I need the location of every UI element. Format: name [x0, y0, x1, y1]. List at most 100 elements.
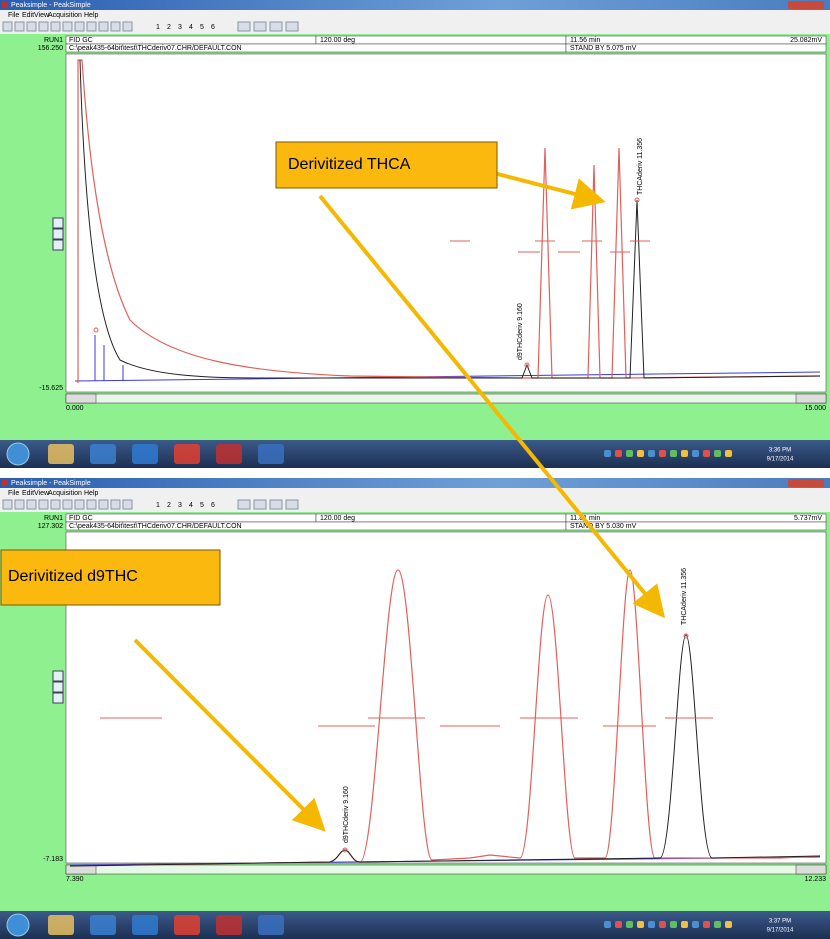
- toolbar-button[interactable]: 4: [189, 24, 193, 31]
- menu-item[interactable]: Acquisition: [48, 490, 82, 497]
- channel-button[interactable]: [286, 500, 298, 509]
- toolbar-button[interactable]: 1: [156, 502, 160, 509]
- toolbar-icon[interactable]: [63, 500, 72, 509]
- scrollbar[interactable]: [66, 394, 826, 403]
- tray-icon[interactable]: [659, 921, 666, 928]
- taskbar-icon[interactable]: [48, 444, 74, 464]
- zoom-button[interactable]: [53, 229, 63, 239]
- toolbar-icon[interactable]: [111, 22, 120, 31]
- toolbar-button[interactable]: 4: [189, 502, 193, 509]
- tray-icon[interactable]: [615, 450, 622, 457]
- toolbar-icon[interactable]: [111, 500, 120, 509]
- tray-icon[interactable]: [604, 450, 611, 457]
- toolbar-icon[interactable]: [87, 22, 96, 31]
- zoom-button[interactable]: [53, 682, 63, 692]
- channel-button[interactable]: [286, 22, 298, 31]
- channel-button[interactable]: [270, 22, 282, 31]
- taskbar-icon[interactable]: [174, 444, 200, 464]
- tray-icon[interactable]: [637, 450, 644, 457]
- zoom-button[interactable]: [53, 218, 63, 228]
- toolbar-button[interactable]: 3: [178, 502, 182, 509]
- toolbar-icon[interactable]: [87, 500, 96, 509]
- toolbar-button[interactable]: 5: [200, 502, 204, 509]
- menu-item[interactable]: Edit: [22, 490, 34, 497]
- toolbar-icon[interactable]: [51, 500, 60, 509]
- tray-icon[interactable]: [692, 450, 699, 457]
- scroll-nav[interactable]: [796, 394, 826, 403]
- toolbar-icon[interactable]: [39, 500, 48, 509]
- tray-icon[interactable]: [703, 921, 710, 928]
- taskbar-icon[interactable]: [90, 444, 116, 464]
- scroll-nav[interactable]: [796, 865, 826, 874]
- tray-icon[interactable]: [681, 921, 688, 928]
- taskbar-icon[interactable]: [132, 444, 158, 464]
- toolbar-icon[interactable]: [99, 500, 108, 509]
- toolbar-icon[interactable]: [75, 500, 84, 509]
- channel-button[interactable]: [238, 500, 250, 509]
- toolbar-icon[interactable]: [63, 22, 72, 31]
- tray-icon[interactable]: [659, 450, 666, 457]
- taskbar-icon[interactable]: [258, 444, 284, 464]
- taskbar-icon[interactable]: [216, 444, 242, 464]
- tray-icon[interactable]: [714, 450, 721, 457]
- tray-icon[interactable]: [637, 921, 644, 928]
- tray-icon[interactable]: [648, 450, 655, 457]
- menu-item[interactable]: Help: [84, 12, 99, 19]
- taskbar-icon[interactable]: [258, 915, 284, 935]
- tray-icon[interactable]: [703, 450, 710, 457]
- tray-icon[interactable]: [725, 921, 732, 928]
- tray-icon[interactable]: [626, 921, 633, 928]
- toolbar-button[interactable]: 5: [200, 24, 204, 31]
- toolbar-button[interactable]: 3: [178, 24, 182, 31]
- tray-icon[interactable]: [714, 921, 721, 928]
- tray-icon[interactable]: [670, 450, 677, 457]
- tray-icon[interactable]: [692, 921, 699, 928]
- toolbar-button[interactable]: 2: [167, 24, 171, 31]
- channel-button[interactable]: [254, 500, 266, 509]
- channel-button[interactable]: [238, 22, 250, 31]
- toolbar-icon[interactable]: [3, 500, 12, 509]
- zoom-button[interactable]: [53, 671, 63, 681]
- scroll-nav[interactable]: [66, 394, 96, 403]
- toolbar-icon[interactable]: [27, 500, 36, 509]
- taskbar-icon[interactable]: [216, 915, 242, 935]
- toolbar-icon[interactable]: [123, 500, 132, 509]
- toolbar-icon[interactable]: [27, 22, 36, 31]
- tray-icon[interactable]: [648, 921, 655, 928]
- taskbar-icon[interactable]: [90, 915, 116, 935]
- tray-icon[interactable]: [626, 450, 633, 457]
- toolbar-button[interactable]: 2: [167, 502, 171, 509]
- tray-icon[interactable]: [604, 921, 611, 928]
- taskbar-icon[interactable]: [132, 915, 158, 935]
- tray-icon[interactable]: [725, 450, 732, 457]
- menu-item[interactable]: File: [8, 490, 19, 497]
- toolbar-icon[interactable]: [75, 22, 84, 31]
- menu-item[interactable]: Edit: [22, 12, 34, 19]
- tray-icon[interactable]: [670, 921, 677, 928]
- start-button[interactable]: [7, 443, 29, 465]
- tray-icon[interactable]: [615, 921, 622, 928]
- toolbar-button[interactable]: 6: [211, 24, 215, 31]
- toolbar-icon[interactable]: [15, 22, 24, 31]
- taskbar-icon[interactable]: [48, 915, 74, 935]
- close-button[interactable]: [788, 479, 824, 487]
- menu-item[interactable]: Acquisition: [48, 12, 82, 19]
- toolbar-icon[interactable]: [3, 22, 12, 31]
- toolbar-button[interactable]: 1: [156, 24, 160, 31]
- channel-button[interactable]: [270, 500, 282, 509]
- channel-button[interactable]: [254, 22, 266, 31]
- menu-item[interactable]: File: [8, 12, 19, 19]
- start-button[interactable]: [7, 914, 29, 936]
- close-button[interactable]: [788, 1, 824, 9]
- toolbar-button[interactable]: 6: [211, 502, 215, 509]
- toolbar-icon[interactable]: [39, 22, 48, 31]
- toolbar-icon[interactable]: [51, 22, 60, 31]
- toolbar-icon[interactable]: [123, 22, 132, 31]
- tray-icon[interactable]: [681, 450, 688, 457]
- zoom-button[interactable]: [53, 693, 63, 703]
- toolbar-icon[interactable]: [15, 500, 24, 509]
- menu-item[interactable]: Help: [84, 490, 99, 497]
- scrollbar[interactable]: [66, 865, 826, 874]
- zoom-button[interactable]: [53, 240, 63, 250]
- toolbar-icon[interactable]: [99, 22, 108, 31]
